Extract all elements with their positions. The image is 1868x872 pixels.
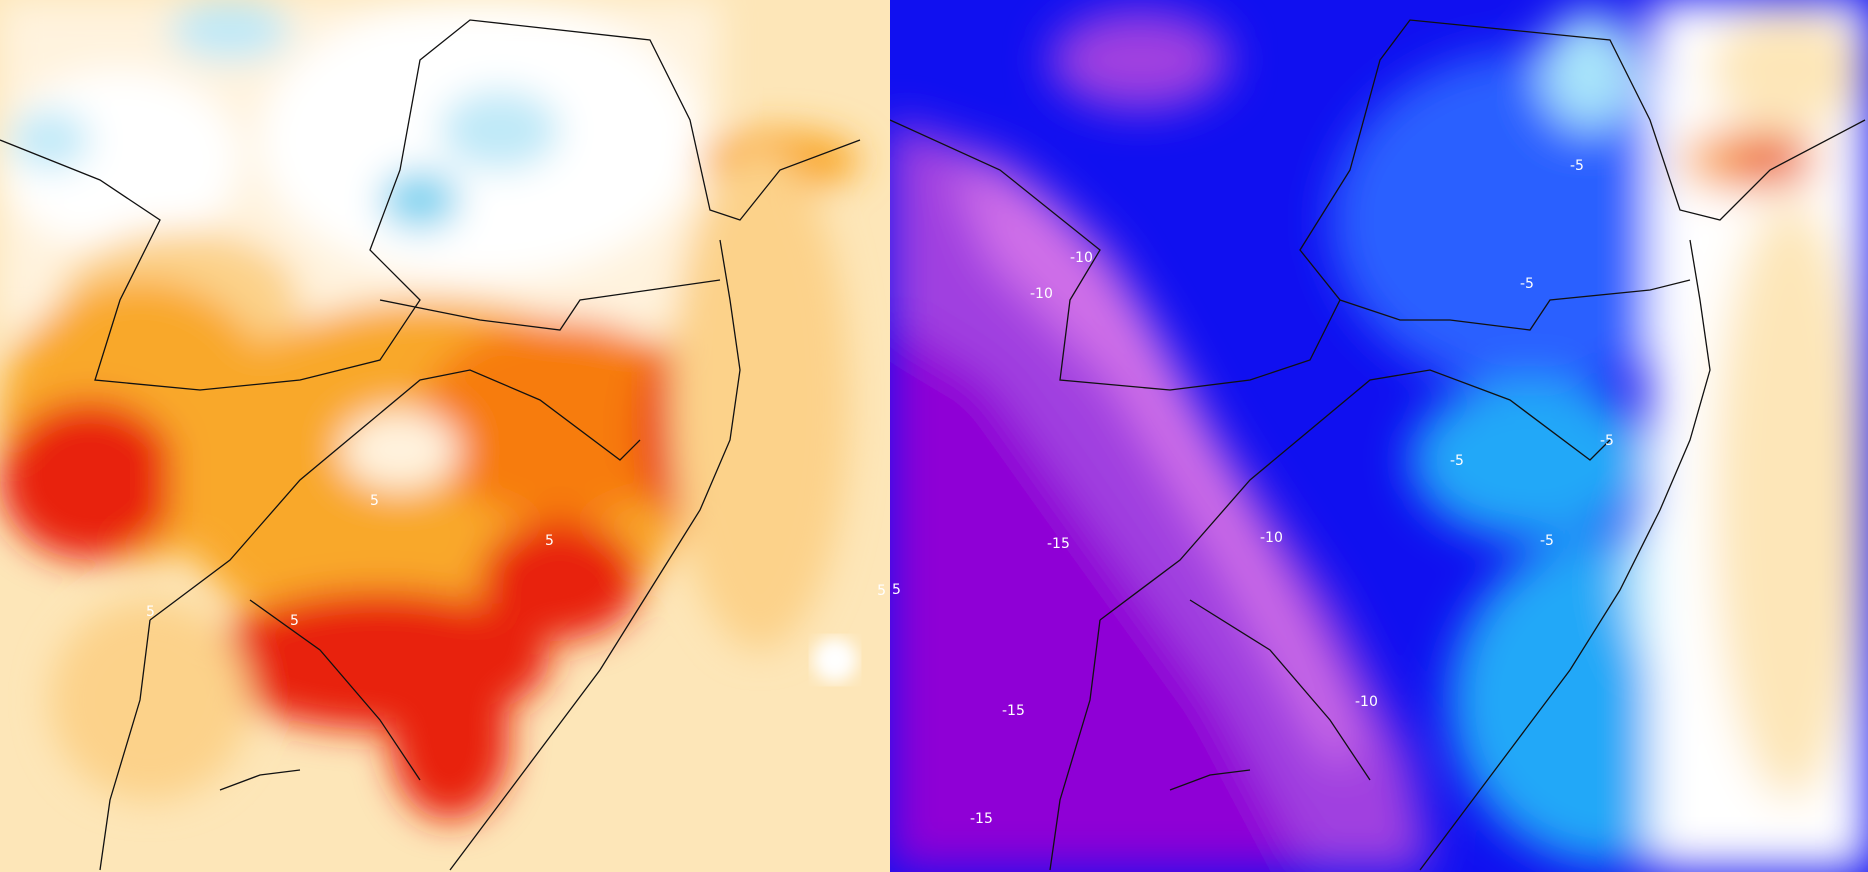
contour-label: 5	[146, 604, 155, 620]
contour-label: -15	[1002, 703, 1025, 719]
contour-labels: 5 5 5 5 5	[146, 493, 886, 629]
contour-label: 5	[290, 613, 299, 629]
contour-label: -5	[1600, 433, 1614, 449]
warm-anomaly-map: 5 5 5 5 5	[0, 0, 890, 872]
contour-label: -5	[1520, 276, 1534, 292]
contour-labels: -10 -10 -5 -5 -5 -5 -5 -15 -10 -15 -10 -…	[892, 158, 1614, 827]
warm-anomaly-map-canvas: 5 5 5 5 5	[0, 0, 890, 872]
contour-label: -10	[1030, 286, 1053, 302]
contour-label: -10	[1260, 530, 1283, 546]
contour-label: -5	[1570, 158, 1584, 174]
contour-label: 5	[370, 493, 379, 509]
contour-label: -10	[1070, 250, 1093, 266]
contour-label: 5	[892, 582, 901, 598]
contour-label: 5	[877, 583, 886, 599]
contour-label: -10	[1355, 694, 1378, 710]
contour-label: -15	[970, 811, 993, 827]
cold-anomaly-map: -10 -10 -5 -5 -5 -5 -5 -15 -10 -15 -10 -…	[890, 0, 1868, 872]
cold-anomaly-map-canvas: -10 -10 -5 -5 -5 -5 -5 -15 -10 -15 -10 -…	[890, 0, 1868, 872]
contour-label: -5	[1540, 533, 1554, 549]
contour-label: 5	[545, 533, 554, 549]
contour-label: -15	[1047, 536, 1070, 552]
contour-label: -5	[1450, 453, 1464, 469]
border-lines	[890, 19, 1866, 871]
border-lines	[0, 19, 861, 871]
